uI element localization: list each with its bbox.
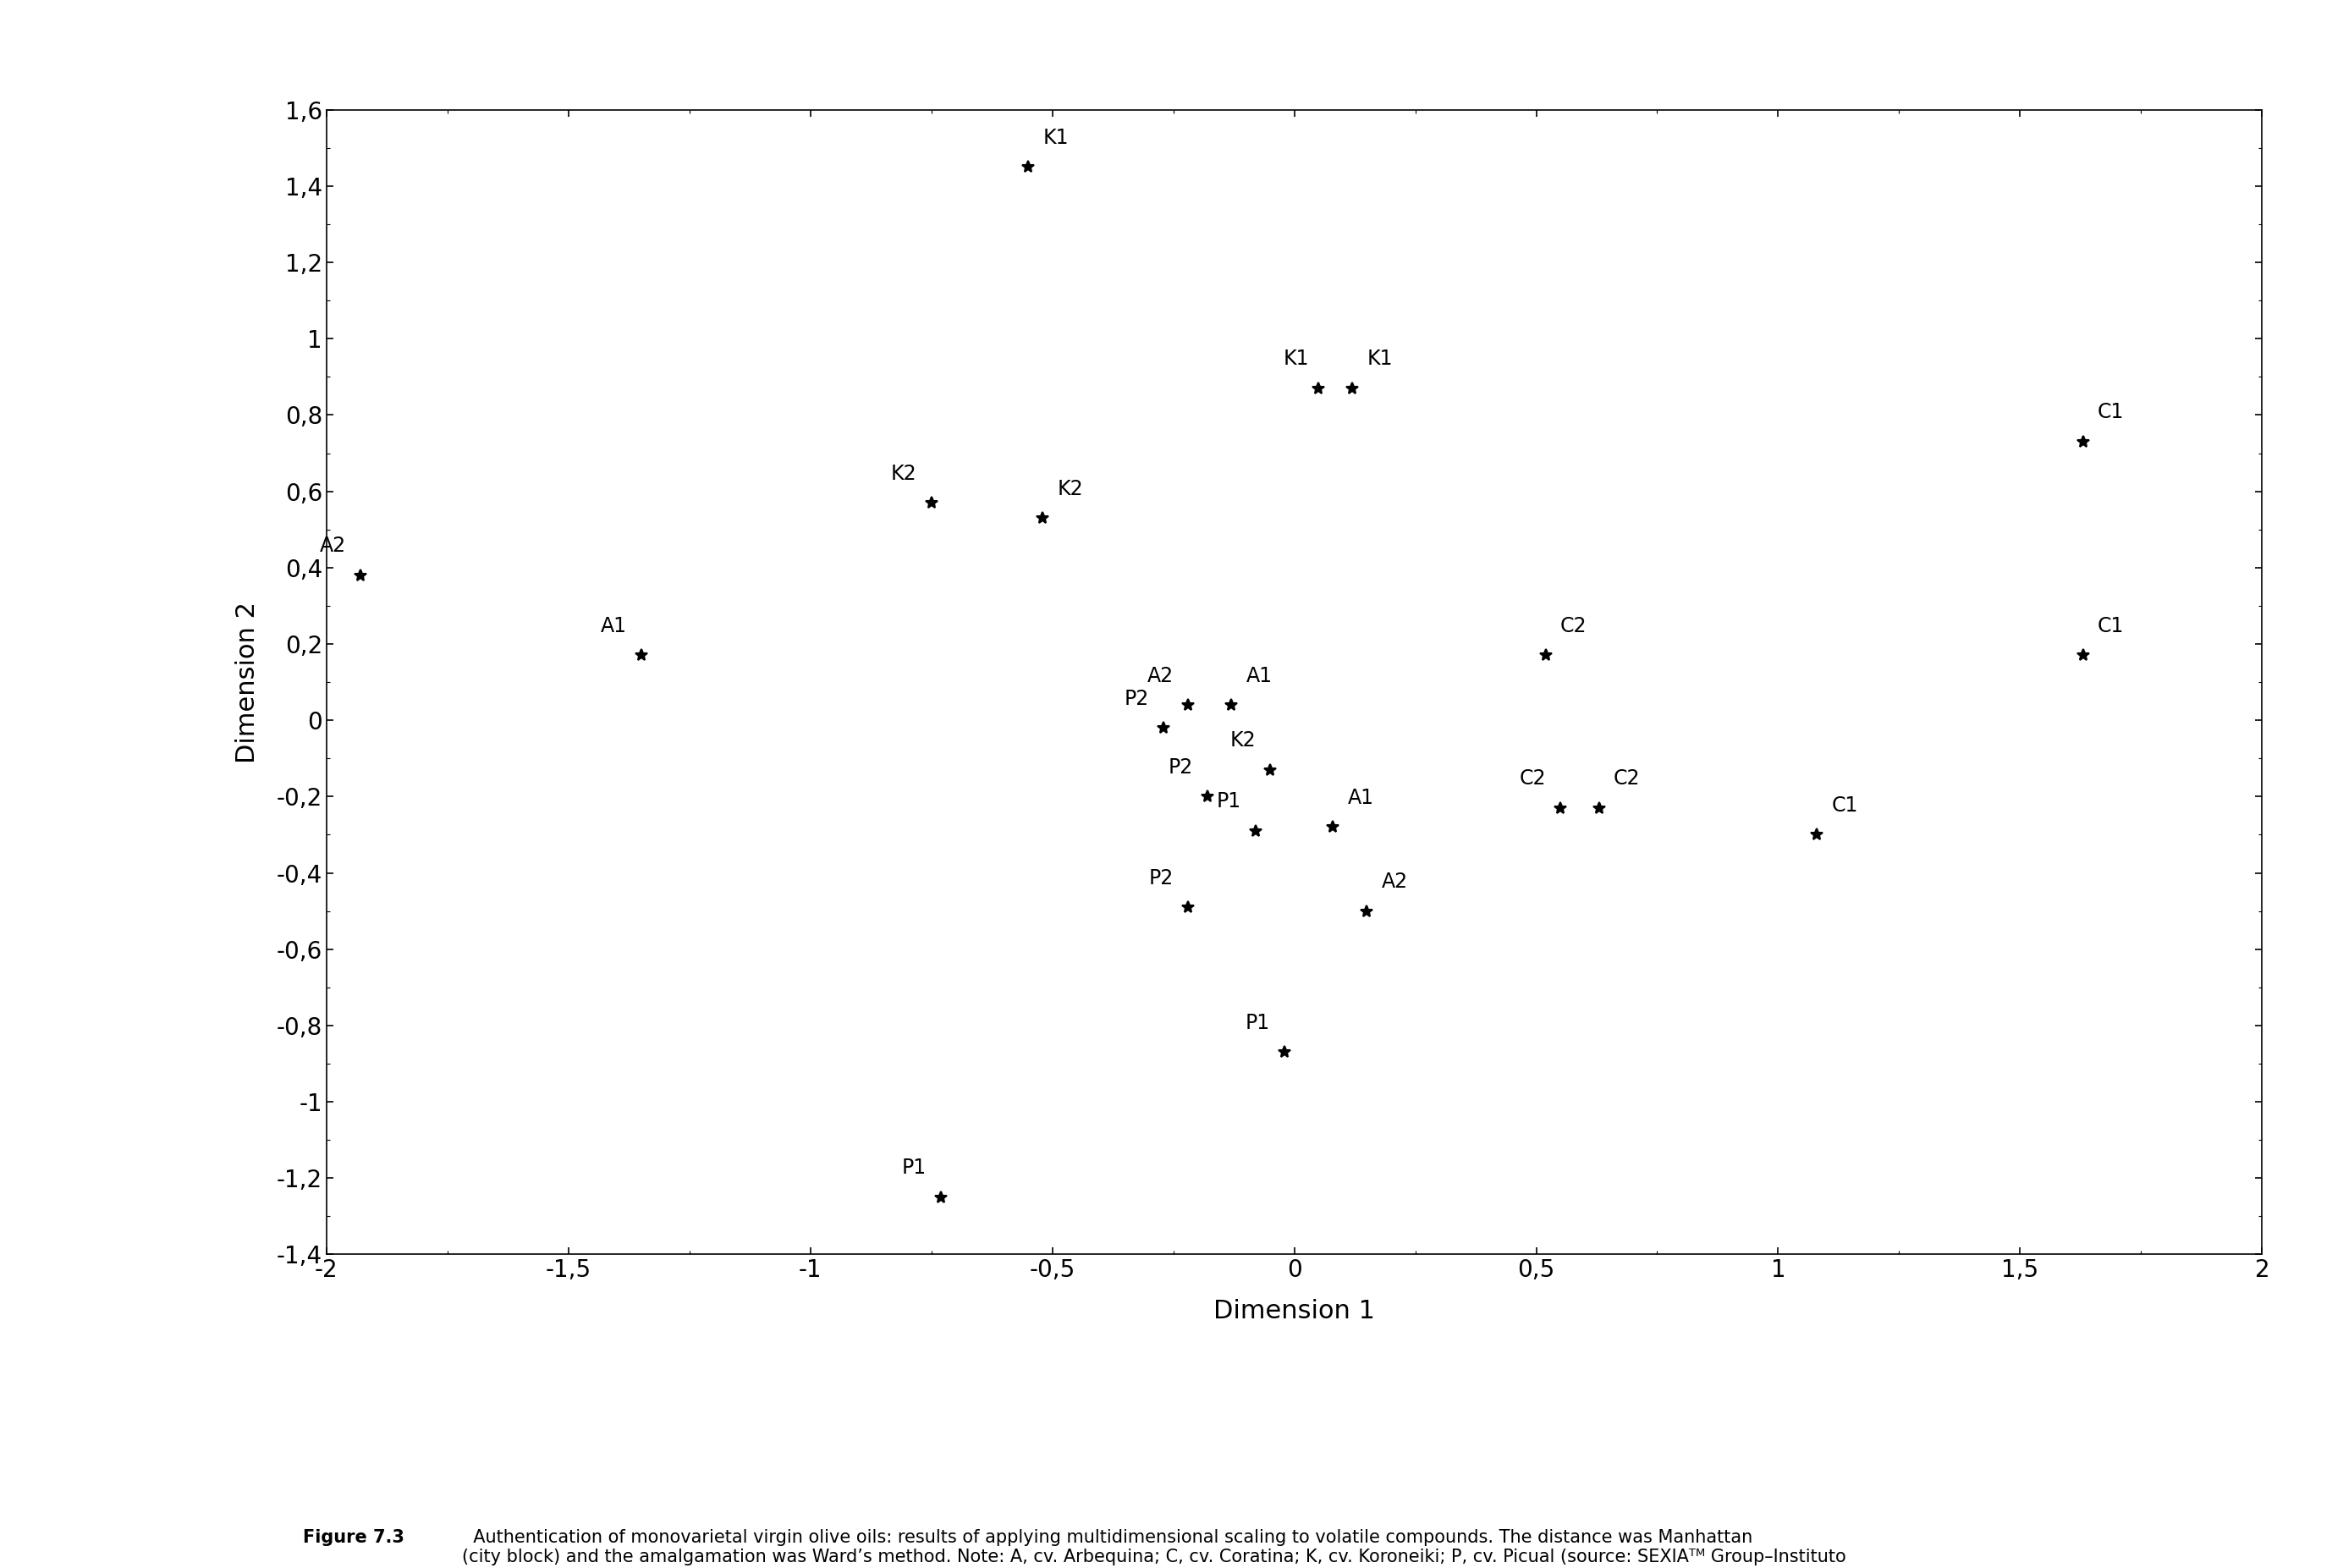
Text: A2: A2 — [1381, 872, 1409, 892]
Text: K2: K2 — [1056, 478, 1082, 499]
Y-axis label: Dimension 2: Dimension 2 — [236, 601, 259, 764]
Text: K2: K2 — [1229, 731, 1255, 751]
Text: P2: P2 — [1124, 688, 1150, 709]
X-axis label: Dimension 1: Dimension 1 — [1213, 1298, 1376, 1323]
Text: P2: P2 — [1150, 867, 1173, 887]
Text: C1: C1 — [2096, 616, 2124, 637]
Text: A1: A1 — [599, 616, 627, 637]
Text: Authentication of monovarietal virgin olive oils: results of applying multidimen: Authentication of monovarietal virgin ol… — [462, 1529, 1847, 1568]
Text: P2: P2 — [1168, 757, 1192, 778]
Text: K1: K1 — [1042, 127, 1068, 147]
Text: P1: P1 — [902, 1157, 926, 1178]
Text: A1: A1 — [1245, 665, 1271, 685]
Text: C2: C2 — [1560, 616, 1588, 637]
Text: A2: A2 — [1147, 665, 1173, 685]
Text: Figure 7.3: Figure 7.3 — [303, 1529, 403, 1546]
Text: A1: A1 — [1348, 787, 1374, 808]
Text: P1: P1 — [1217, 792, 1241, 812]
Text: P1: P1 — [1245, 1013, 1271, 1033]
Text: K1: K1 — [1283, 350, 1308, 368]
Text: A2: A2 — [319, 536, 345, 557]
Text: C2: C2 — [1614, 768, 1639, 789]
Text: K2: K2 — [891, 464, 916, 483]
Text: C2: C2 — [1518, 768, 1546, 789]
Text: C1: C1 — [2096, 403, 2124, 423]
Text: C1: C1 — [1831, 795, 1859, 815]
Text: K1: K1 — [1367, 350, 1392, 368]
